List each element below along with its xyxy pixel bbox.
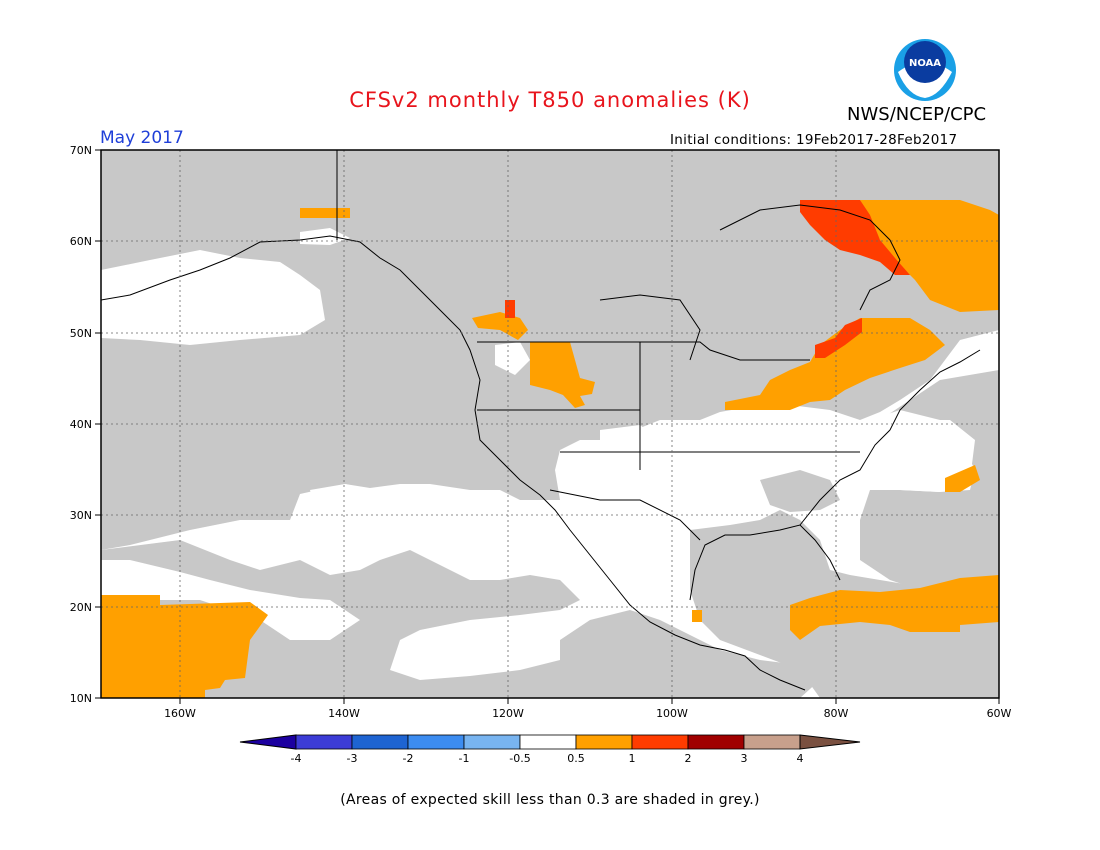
axis-ticks [95,149,1000,704]
forecast-month: May 2017 [100,128,184,148]
lat-label: 50N [70,327,92,340]
lat-label: 70N [70,144,92,157]
legend-tick-label: 0.5 [567,752,585,765]
lon-labels: 160W 140W 120W 100W 80W 60W [164,707,1011,720]
lat-label: 40N [70,418,92,431]
legend-tick-label: -1 [459,752,470,765]
noaa-logo: NOAA [894,39,956,101]
color-legend: -4 -3 -2 -1 -0.5 0.5 1 2 3 4 [239,734,861,765]
legend-swatch [519,734,577,750]
footnote: (Areas of expected skill less than 0.3 a… [340,792,760,808]
lon-label: 80W [824,707,849,720]
coastlines [101,150,981,691]
lat-label: 20N [70,601,92,614]
lon-label: 100W [656,707,688,720]
legend-swatch [407,734,465,750]
noaa-logo-text: NOAA [909,58,941,69]
legend-arrow-low [239,734,297,750]
legend-arrow-high [799,734,861,750]
legend-swatch [351,734,409,750]
legend-swatch [463,734,521,750]
warm-anomalies [101,200,999,698]
legend-tick-label: 3 [741,752,748,765]
legend-tick-label: -3 [347,752,358,765]
legend-swatch [631,734,689,750]
gridlines [101,150,999,698]
lon-label: 120W [492,707,524,720]
lon-label: 60W [987,707,1012,720]
lat-label: 30N [70,509,92,522]
initial-conditions: Initial conditions: 19Feb2017-28Feb2017 [670,132,958,148]
legend-tick-label: -4 [291,752,302,765]
lon-label: 160W [164,707,196,720]
legend-tick-label: -0.5 [509,752,530,765]
legend-tick-label: -2 [403,752,414,765]
legend-swatch [687,734,745,750]
lat-labels: 70N 60N 50N 40N 30N 20N 10N [70,144,92,705]
lat-label: 60N [70,235,92,248]
legend-swatch [295,734,353,750]
lon-label: 140W [328,707,360,720]
org-label: NWS/NCEP/CPC [847,104,987,125]
lat-label: 10N [70,692,92,705]
legend-tick-label: 1 [629,752,636,765]
legend-tick-label: 4 [797,752,804,765]
chart-title: CFSv2 monthly T850 anomalies (K) [349,88,751,112]
legend-swatch [743,734,801,750]
legend-tick-label: 2 [685,752,692,765]
legend-swatch [575,734,633,750]
